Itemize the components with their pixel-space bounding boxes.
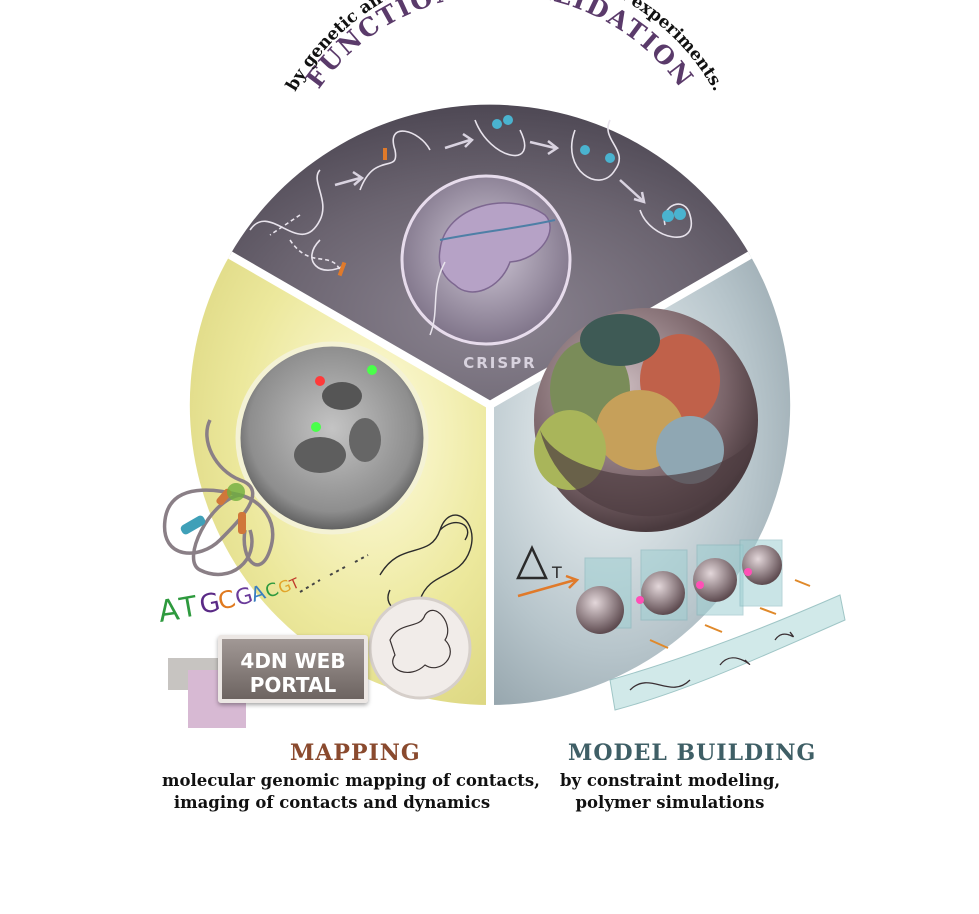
ribbon-chain-2 [719, 657, 751, 666]
cut-site-2 [383, 148, 387, 160]
dna-loop-4 [474, 119, 526, 157]
guide-rna [439, 219, 556, 241]
frame-sphere-1 [576, 586, 624, 634]
chromatin-blob-2 [294, 437, 346, 473]
model-building-line-2: polymer simulations [575, 793, 765, 812]
polymer-line-2 [439, 521, 469, 541]
dna-dashed-1 [289, 239, 341, 271]
crispr-label: CRISPR [463, 354, 537, 372]
model-building-line-1: by constraint modeling, [560, 771, 781, 790]
cohesin-dot-5 [662, 210, 674, 222]
crispr-illustration: CRISPR [400, 174, 572, 372]
territory-dark [580, 314, 660, 366]
flow-arrow-1-head [352, 170, 365, 186]
portal-label-line2: PORTAL [249, 673, 337, 697]
loop-strand-3 [191, 493, 254, 577]
chromatin-blob-3 [349, 418, 381, 462]
divider-left [228, 251, 492, 409]
contact-cluster [227, 483, 245, 501]
territory-blue [656, 416, 724, 484]
signal-dot-1 [636, 596, 644, 604]
mapping-line-1: molecular genomic mapping of contacts, [162, 771, 540, 790]
delta-t-label: T [551, 563, 562, 582]
cohesin-dot-4 [605, 153, 615, 163]
frame-sphere-2 [641, 571, 685, 615]
ribbon-chain-1 [629, 679, 691, 691]
signal-dot-2 [696, 581, 704, 589]
cohesin-dot-2 [503, 115, 513, 125]
mapping-line-2: imaging of contacts and dynamics [173, 793, 491, 812]
flow-arrow-4-head [633, 191, 646, 204]
loop-marker-orange-1 [238, 512, 246, 534]
flow-arrow-2-head [462, 132, 474, 148]
cohesin-dot-1 [492, 119, 502, 129]
flow-arrow-3-head [547, 140, 560, 156]
dna-loop-6 [639, 203, 693, 238]
arrow-dashed [269, 214, 301, 236]
dna-loop-2 [311, 239, 346, 271]
time-arrows [649, 579, 811, 649]
sphere-shell [540, 430, 758, 517]
model-building-title: MODEL BUILDING [568, 740, 817, 766]
time-arrow-3 [759, 607, 777, 615]
cohesin-dot-6 [674, 208, 686, 220]
nucleus-image [235, 341, 429, 535]
sequence-letter: C [215, 585, 238, 616]
polymer-globe-chain [389, 609, 451, 674]
4dn-web-portal-button[interactable]: 4DN WEB PORTAL [218, 635, 368, 703]
flow-arrow-3 [529, 140, 556, 150]
frame-sphere-4 [742, 545, 782, 585]
fish-spot-red-1 [315, 376, 325, 386]
loop-marker-blue [180, 515, 206, 535]
dna-loop-5 [570, 119, 621, 181]
time-ribbon [609, 594, 846, 711]
mapping-description: molecular genomic mapping of contacts, i… [162, 770, 540, 814]
simulation-frames [576, 539, 783, 634]
delta-t-arrow [517, 578, 576, 598]
chromosome-territory-sphere [534, 308, 758, 532]
time-arrow-2 [704, 624, 723, 633]
loop-strand-2 [239, 493, 275, 567]
flow-arrow-4 [619, 179, 643, 201]
dna-strand-tail [429, 261, 446, 336]
ribbon-polymers [629, 631, 794, 691]
model-building-description: by constraint modeling, polymer simulati… [560, 770, 780, 814]
fish-spot-green-1 [367, 365, 377, 375]
frame-sphere-3 [693, 558, 737, 602]
cohesin-dot-3 [580, 145, 590, 155]
perturbation-sequence [249, 119, 693, 271]
mapping-title: MAPPING [290, 740, 421, 766]
chromatin-blob-1 [322, 382, 362, 410]
microscopy-nucleus [235, 341, 429, 535]
protein-marks [337, 115, 686, 277]
delta-triangle [516, 545, 548, 580]
ribbon-chain-3 [774, 631, 794, 641]
cut-site-1 [337, 261, 347, 277]
polymer-globe [368, 596, 472, 700]
portal-label-line1: 4DN WEB [240, 649, 346, 673]
flow-arrows [334, 132, 646, 204]
dna-loop-3 [359, 130, 431, 191]
time-arrow-1 [649, 639, 669, 649]
flow-arrow-1 [334, 176, 361, 187]
loop-strand-1 [162, 419, 255, 555]
dna-loop-1 [249, 169, 324, 235]
time-arrow-4 [794, 579, 811, 587]
sequence-dashes [299, 554, 369, 593]
flow-arrow-2 [444, 138, 471, 150]
chromatin-loops [162, 419, 275, 577]
fish-spot-green-2 [311, 422, 321, 432]
delta-t-symbol: T [516, 545, 580, 598]
cas9-protein [438, 202, 551, 293]
delta-t-arrow-head [565, 574, 580, 589]
sequence-letter: G [233, 583, 256, 612]
signal-dot-3 [744, 568, 752, 576]
